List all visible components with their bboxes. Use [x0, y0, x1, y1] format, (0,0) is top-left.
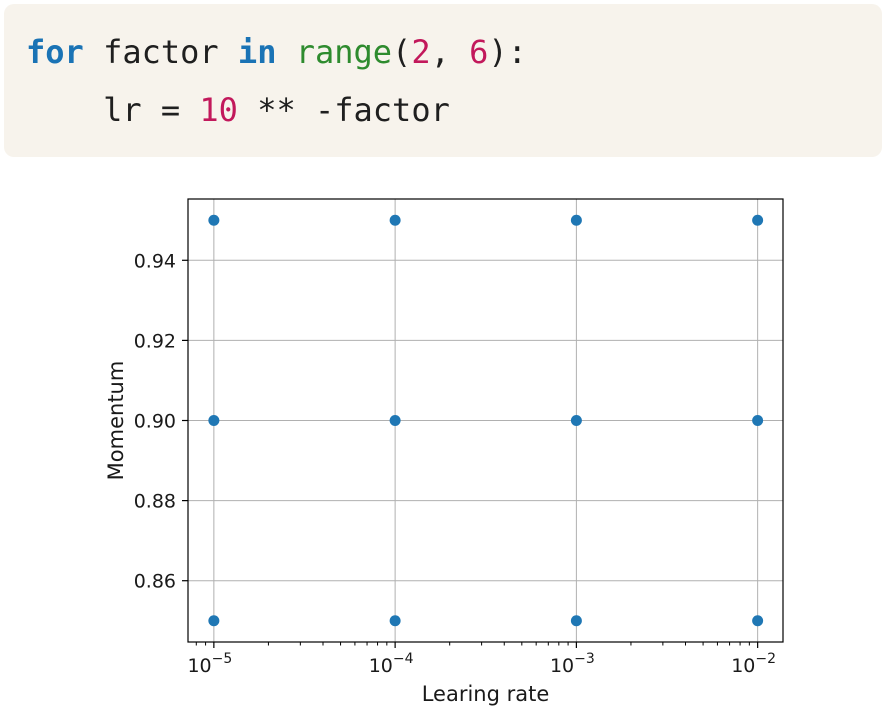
- x-tick-base: 10: [187, 655, 211, 677]
- scatter-point: [752, 415, 764, 426]
- code-token-plain: ,: [430, 33, 470, 71]
- scatter-point: [208, 615, 220, 627]
- x-tick-exponent: −5: [212, 651, 233, 667]
- y-tick-label: 0.90: [134, 411, 176, 433]
- scatter-point: [208, 214, 220, 226]
- x-tick-exponent: −4: [393, 651, 414, 667]
- x-tick-label: 10−4: [369, 651, 414, 677]
- code-token-plain: ** -factor: [237, 91, 450, 129]
- code-token-fn: range: [295, 33, 393, 71]
- x-tick-label: 10−2: [731, 651, 776, 677]
- scatter-chart: 10−5 10−4 10−3 10−20.860.880.900.920.94 Lea…: [104, 198, 784, 706]
- scatter-point: [570, 415, 582, 426]
- scatter-point: [389, 214, 401, 226]
- x-tick-exponent: −2: [755, 651, 776, 667]
- y-tick-label: 0.86: [134, 571, 176, 593]
- grid-lines: [188, 199, 783, 642]
- code-token-num: 2: [411, 33, 431, 71]
- x-axis-label: Learing rate: [422, 682, 550, 706]
- data-points: [208, 214, 764, 627]
- x-tick-base: 10: [550, 655, 574, 677]
- x-tick-label: 10−5: [187, 651, 232, 677]
- scatter-point: [752, 615, 764, 627]
- scatter-point: [570, 615, 582, 627]
- y-tick-label: 0.92: [134, 330, 176, 352]
- x-tick-exponent: −3: [574, 651, 595, 667]
- code-token-plain: lr =: [26, 91, 200, 129]
- code-token-plain: ):: [488, 33, 527, 71]
- x-tick-label: 10−3: [550, 651, 595, 677]
- code-token-kw: in: [237, 33, 277, 71]
- scatter-point: [389, 415, 401, 426]
- code-token-kw: for: [26, 33, 84, 71]
- code-token-num: 10: [199, 91, 238, 129]
- scatter-point: [389, 615, 401, 627]
- code-token-plain: factor: [83, 33, 238, 71]
- y-tick-label: 0.94: [134, 250, 176, 272]
- scatter-point: [752, 214, 764, 226]
- scatter-point: [570, 214, 582, 226]
- code-token-num: 6: [469, 33, 489, 71]
- scatter-point: [208, 415, 220, 426]
- y-axis-label: Momentum: [104, 361, 128, 481]
- code-line-1: for factor in range(2, 6):: [26, 32, 527, 72]
- code-block: for factor in range(2, 6): lr = 10 ** -f…: [4, 4, 882, 157]
- code-token-plain: [276, 33, 295, 71]
- axis-ticks: 10−5 10−4 10−3 10−20.860.880.900.920.94: [134, 250, 776, 677]
- code-line-2: lr = 10 ** -factor: [26, 90, 450, 130]
- x-tick-base: 10: [731, 655, 755, 677]
- code-token-plain: (: [392, 33, 412, 71]
- y-tick-label: 0.88: [134, 491, 176, 513]
- x-tick-base: 10: [369, 655, 393, 677]
